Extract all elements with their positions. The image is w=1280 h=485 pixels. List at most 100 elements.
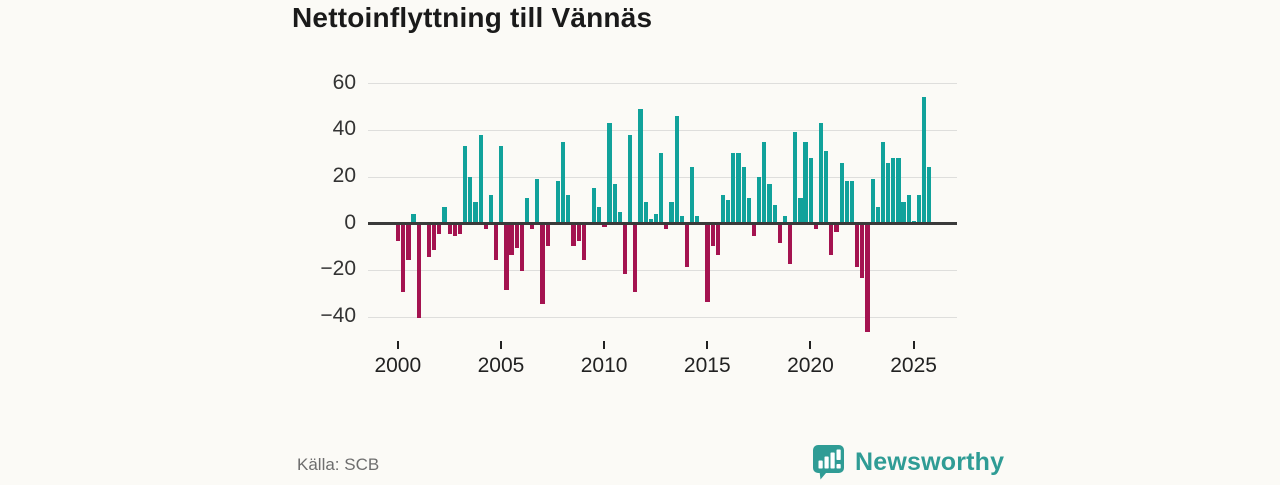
bar-2004-Q3: [488, 195, 494, 224]
bar-2006-Q3: [530, 224, 535, 230]
bar-2002-Q2: [442, 207, 447, 224]
bar-2022-Q4: [865, 224, 870, 332]
bar-2010-Q3: [612, 183, 617, 224]
bar-2018-Q4: [782, 216, 788, 224]
y-tick-label-0: 0: [344, 210, 356, 234]
x-tick-label-2025: 2025: [890, 354, 937, 377]
bar-2024-Q4: [906, 195, 911, 224]
gridline-y-20: [368, 269, 957, 271]
bar-2018-Q2: [772, 204, 777, 224]
x-tick-label-2020: 2020: [787, 354, 834, 377]
bar-2004-Q4: [494, 224, 499, 260]
bar-2008-Q1: [561, 141, 566, 224]
bar-2001-Q1: [416, 224, 421, 318]
x-tick-2005: [499, 341, 502, 349]
bar-2012-Q3: [653, 214, 659, 224]
bar-2012-Q2: [648, 218, 653, 224]
bar-2023-Q2: [875, 207, 880, 224]
bar-2019-Q1: [788, 224, 793, 265]
bar-2017-Q3: [757, 176, 762, 224]
x-tick-2010: [603, 341, 606, 349]
bar-2006-Q1: [519, 224, 524, 272]
bar-2005-Q3: [509, 224, 514, 255]
bar-2022-Q2: [855, 224, 860, 267]
bar-2014-Q3: [695, 216, 700, 224]
bar-2014-Q1: [684, 224, 690, 267]
bar-2011-Q3: [633, 224, 638, 293]
bar-2005-Q1: [499, 146, 504, 224]
bar-2023-Q3: [880, 141, 886, 224]
x-tick-2020: [809, 341, 812, 349]
bar-2006-Q4: [535, 179, 540, 224]
bar-2020-Q1: [808, 158, 813, 224]
bar-2000-Q3: [406, 224, 411, 260]
bar-2023-Q4: [886, 162, 891, 224]
y-tick-label--20: −20: [320, 257, 356, 281]
bar-2001-Q3: [426, 224, 432, 258]
bar-2021-Q1: [829, 224, 834, 255]
bar-2022-Q3: [860, 224, 865, 279]
y-tick-label-20: 20: [332, 164, 356, 188]
brand-name: Newsworthy: [855, 447, 1005, 476]
bar-2007-Q4: [555, 181, 561, 224]
chart-title: Nettoinflyttning till Vännäs: [292, 2, 653, 33]
bar-2015-Q4: [720, 195, 726, 224]
x-tick-label-2010: 2010: [580, 354, 628, 377]
bar-2013-Q2: [669, 202, 674, 224]
bar-2025-Q2: [916, 195, 922, 224]
bar-2016-Q1: [726, 200, 731, 224]
gridline-y-40: [368, 316, 957, 318]
bar-2004-Q2: [483, 224, 488, 230]
bar-2015-Q3: [715, 224, 720, 255]
bar-2021-Q4: [844, 181, 849, 224]
x-axis-line: [368, 222, 957, 226]
bar-2025-Q4: [927, 167, 932, 224]
bar-2000-Q4: [411, 214, 416, 224]
x-tick-label-2005: 2005: [477, 354, 525, 377]
bar-2012-Q1: [643, 202, 648, 224]
bar-2000-Q1: [396, 224, 401, 241]
bar-2009-Q1: [581, 224, 586, 260]
bar-2016-Q2: [731, 153, 736, 224]
bar-2019-Q4: [803, 141, 808, 224]
bar-2009-Q3: [592, 188, 597, 224]
bar-2024-Q1: [891, 158, 896, 224]
x-tick-label-2015: 2015: [683, 354, 731, 377]
bar-2015-Q1: [705, 224, 710, 302]
bar-2024-Q3: [901, 202, 906, 224]
x-tick-2025: [912, 341, 915, 349]
bar-2003-Q1: [457, 224, 463, 234]
bar-2021-Q3: [839, 162, 844, 224]
bar-2016-Q3: [736, 153, 741, 224]
bar-2002-Q4: [452, 224, 457, 237]
bar-2002-Q3: [447, 224, 452, 234]
bar-2001-Q4: [432, 224, 437, 251]
bar-2020-Q3: [818, 123, 824, 224]
bar-2018-Q1: [767, 183, 772, 224]
bar-2013-Q3: [674, 116, 679, 224]
bar-2019-Q2: [793, 132, 798, 224]
bar-2008-Q2: [566, 195, 571, 224]
bar-2008-Q4: [576, 224, 581, 241]
bar-2013-Q1: [664, 224, 669, 230]
bar-2011-Q2: [628, 134, 633, 224]
bar-2021-Q2: [834, 224, 839, 232]
y-tick-label--40: −40: [320, 304, 356, 328]
bar-2020-Q4: [824, 151, 829, 224]
bar-2007-Q1: [540, 224, 545, 304]
bar-2003-Q2: [463, 146, 468, 224]
bar-2010-Q4: [617, 211, 622, 224]
x-tick-2000: [396, 341, 399, 349]
brand-logo: Newsworthy: [812, 444, 1004, 480]
bar-2012-Q4: [659, 153, 664, 224]
y-tick-label-40: 40: [332, 117, 356, 141]
x-tick-2015: [706, 341, 709, 349]
bar-2020-Q2: [813, 224, 818, 230]
bar-2013-Q4: [679, 216, 684, 224]
bar-2005-Q4: [514, 224, 519, 248]
bar-2017-Q2: [751, 224, 757, 237]
bar-2005-Q2: [504, 224, 509, 290]
bar-2010-Q1: [602, 224, 607, 227]
bar-2007-Q2: [545, 224, 550, 246]
